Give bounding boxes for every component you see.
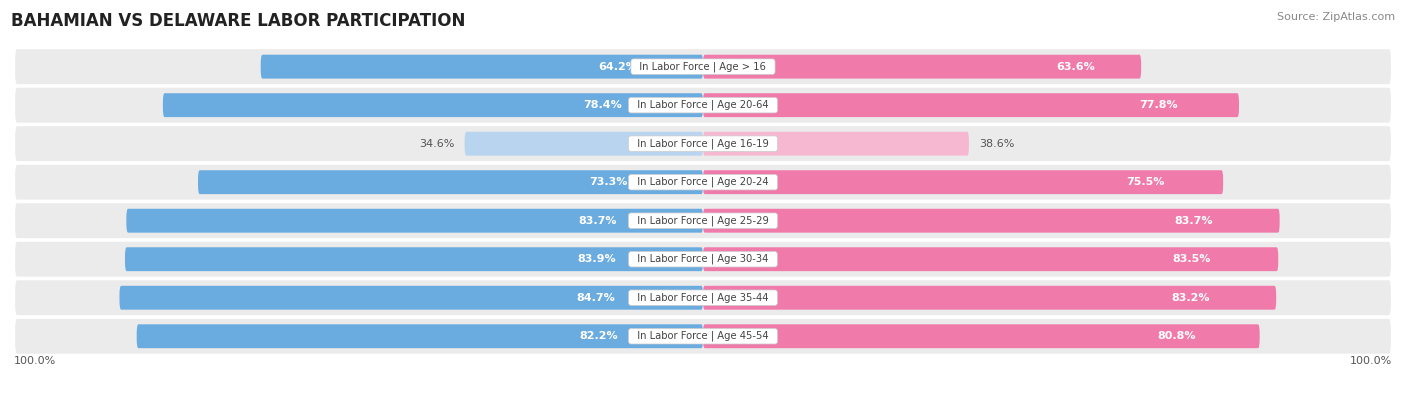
FancyBboxPatch shape	[703, 324, 1260, 348]
FancyBboxPatch shape	[14, 318, 1392, 355]
FancyBboxPatch shape	[14, 48, 1392, 85]
FancyBboxPatch shape	[703, 170, 1223, 194]
Text: 73.3%: 73.3%	[589, 177, 627, 187]
Text: 63.6%: 63.6%	[1056, 62, 1095, 71]
FancyBboxPatch shape	[198, 170, 703, 194]
Text: 100.0%: 100.0%	[14, 356, 56, 365]
Text: 78.4%: 78.4%	[583, 100, 621, 110]
FancyBboxPatch shape	[260, 55, 703, 79]
Legend: Bahamian, Delaware: Bahamian, Delaware	[607, 394, 799, 395]
Text: 83.7%: 83.7%	[578, 216, 616, 226]
Text: 64.2%: 64.2%	[598, 62, 637, 71]
FancyBboxPatch shape	[703, 247, 1278, 271]
FancyBboxPatch shape	[703, 209, 1279, 233]
Text: 83.9%: 83.9%	[578, 254, 616, 264]
Text: 100.0%: 100.0%	[1350, 356, 1392, 365]
FancyBboxPatch shape	[14, 164, 1392, 201]
Text: 34.6%: 34.6%	[419, 139, 454, 149]
Text: 83.5%: 83.5%	[1173, 254, 1211, 264]
Text: 83.2%: 83.2%	[1171, 293, 1209, 303]
Text: In Labor Force | Age 20-64: In Labor Force | Age 20-64	[631, 100, 775, 111]
Text: In Labor Force | Age 35-44: In Labor Force | Age 35-44	[631, 292, 775, 303]
Text: In Labor Force | Age 45-54: In Labor Force | Age 45-54	[631, 331, 775, 342]
Text: In Labor Force | Age 30-34: In Labor Force | Age 30-34	[631, 254, 775, 265]
FancyBboxPatch shape	[703, 93, 1239, 117]
FancyBboxPatch shape	[136, 324, 703, 348]
FancyBboxPatch shape	[703, 132, 969, 156]
FancyBboxPatch shape	[14, 125, 1392, 162]
Text: In Labor Force | Age 16-19: In Labor Force | Age 16-19	[631, 138, 775, 149]
FancyBboxPatch shape	[163, 93, 703, 117]
Text: 80.8%: 80.8%	[1157, 331, 1195, 341]
Text: In Labor Force | Age 25-29: In Labor Force | Age 25-29	[631, 215, 775, 226]
Text: In Labor Force | Age 20-24: In Labor Force | Age 20-24	[631, 177, 775, 188]
FancyBboxPatch shape	[703, 286, 1277, 310]
Text: 82.2%: 82.2%	[579, 331, 619, 341]
FancyBboxPatch shape	[125, 247, 703, 271]
Text: 83.7%: 83.7%	[1174, 216, 1212, 226]
Text: 38.6%: 38.6%	[979, 139, 1015, 149]
Text: 75.5%: 75.5%	[1126, 177, 1164, 187]
FancyBboxPatch shape	[120, 286, 703, 310]
Text: BAHAMIAN VS DELAWARE LABOR PARTICIPATION: BAHAMIAN VS DELAWARE LABOR PARTICIPATION	[11, 12, 465, 30]
Text: In Labor Force | Age > 16: In Labor Force | Age > 16	[634, 61, 772, 72]
Text: 77.8%: 77.8%	[1139, 100, 1178, 110]
Text: 84.7%: 84.7%	[576, 293, 616, 303]
Text: Source: ZipAtlas.com: Source: ZipAtlas.com	[1277, 12, 1395, 22]
FancyBboxPatch shape	[14, 202, 1392, 239]
FancyBboxPatch shape	[703, 55, 1142, 79]
FancyBboxPatch shape	[14, 87, 1392, 124]
FancyBboxPatch shape	[14, 279, 1392, 316]
FancyBboxPatch shape	[127, 209, 703, 233]
FancyBboxPatch shape	[464, 132, 703, 156]
FancyBboxPatch shape	[14, 241, 1392, 278]
